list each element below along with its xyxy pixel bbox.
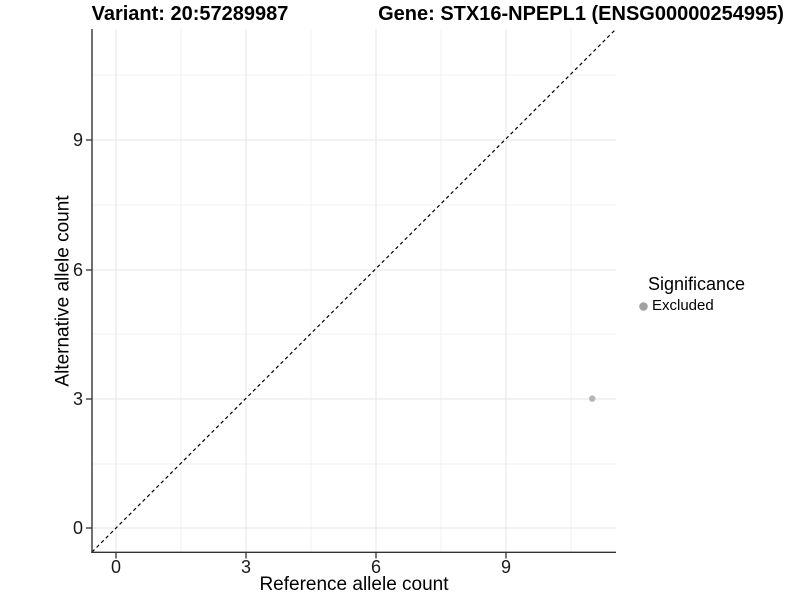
y-tick-label-0: 0 (72, 518, 83, 538)
legend: Significance Excluded (635, 273, 800, 316)
x-tick-marks (115, 553, 507, 559)
y-tick-label-6: 6 (72, 260, 83, 280)
y-tick-label-3: 3 (72, 389, 83, 409)
x-axis-title: Reference allele count (259, 574, 449, 595)
plot-title-variant: Variant: 20:57289987 (91, 3, 289, 25)
legend-title: Significance (648, 274, 746, 294)
x-tick-label-3: 3 (240, 557, 251, 577)
legend-item-excluded: Excluded (635, 296, 800, 316)
data-point-excluded (589, 395, 596, 402)
excluded-point-icon (639, 302, 648, 311)
legend-item-label: Excluded (652, 297, 714, 314)
y-axis-title-wrap: Alternative allele count (44, 29, 84, 552)
x-tick-label-9: 9 (500, 557, 511, 577)
major-gridlines (92, 29, 616, 552)
legend-key (635, 297, 652, 315)
identity-reference-line (91, 28, 617, 553)
x-tick-label-6: 6 (370, 557, 381, 577)
plot-title-gene: Gene: STX16-NPEPL1 (ENSG00000254995) (378, 3, 784, 25)
y-axis-title: Alternative allele count (53, 194, 75, 387)
y-tick-marks (86, 139, 92, 529)
x-tick-label-0: 0 (110, 557, 121, 577)
y-tick-label-9: 9 (72, 130, 83, 150)
